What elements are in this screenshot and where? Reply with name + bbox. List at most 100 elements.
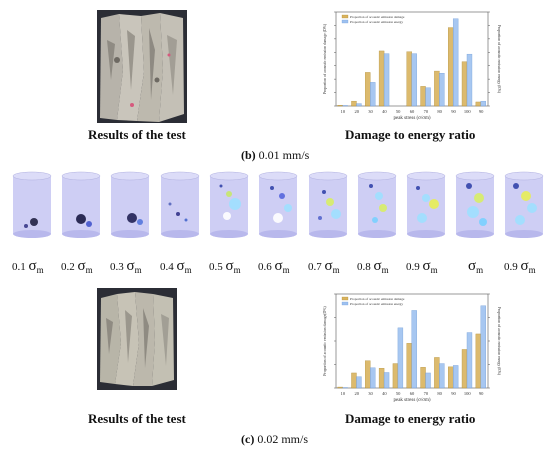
bar bbox=[383, 372, 390, 389]
stress-level-label: 0.8 σm bbox=[357, 258, 389, 275]
ae-event-dot bbox=[429, 199, 439, 209]
bar bbox=[365, 360, 371, 389]
x-tick-label: 90 bbox=[451, 109, 456, 114]
bar bbox=[370, 82, 376, 107]
ae-event-dot bbox=[127, 213, 137, 223]
bar bbox=[480, 100, 486, 107]
x-tick-label: 50 bbox=[396, 391, 401, 396]
ae-event-dot bbox=[86, 221, 92, 227]
bar bbox=[461, 349, 468, 389]
x-tick-label: 30 bbox=[368, 109, 373, 114]
ae-event-dot bbox=[270, 186, 274, 190]
bar bbox=[342, 105, 348, 107]
stress-level-label: 0.6 σm bbox=[258, 258, 290, 275]
x-tick-label: 90 bbox=[479, 391, 484, 396]
ae-cylinder bbox=[406, 171, 446, 238]
y-axis-label-right: Proportion of acoustic emission energy (… bbox=[497, 307, 501, 376]
test-result-photo-b bbox=[97, 10, 187, 123]
bar bbox=[448, 366, 454, 389]
ae-event-dot bbox=[24, 224, 28, 228]
bar bbox=[439, 363, 445, 389]
ae-cylinder bbox=[357, 171, 397, 238]
bar bbox=[411, 53, 417, 107]
ae-event-dot bbox=[30, 218, 38, 226]
chart-caption-b: Damage to energy ratio bbox=[345, 127, 476, 142]
ae-event-dot bbox=[372, 217, 378, 223]
x-tick-label: 80 bbox=[437, 391, 442, 396]
bar bbox=[466, 332, 473, 389]
chart-caption-c: Damage to energy ratio bbox=[345, 411, 476, 426]
bar bbox=[411, 310, 417, 389]
ae-event-dot bbox=[279, 193, 285, 199]
stress-level-label: σm bbox=[468, 258, 484, 275]
panel-label-c: (c) 0.02 mm/s bbox=[241, 432, 308, 446]
bar bbox=[466, 53, 473, 107]
ae-event-dot bbox=[466, 183, 472, 189]
x-tick-label: 40 bbox=[382, 109, 387, 114]
stress-level-label: 0.7 σm bbox=[308, 258, 340, 275]
bar bbox=[337, 386, 343, 389]
ae-event-dot bbox=[467, 206, 479, 218]
stress-level-label: 0.5 σm bbox=[209, 258, 241, 275]
damage-energy-chart-b: 10 20 30 40 50 60 70 80 90 100 90 Proportion of aco… bbox=[323, 11, 501, 121]
ae-event-dot bbox=[226, 191, 232, 197]
x-tick-label: 60 bbox=[410, 109, 415, 114]
ae-event-dot bbox=[422, 194, 430, 202]
x-tick-label: 80 bbox=[437, 109, 442, 114]
ae-cylinder bbox=[504, 171, 544, 238]
ae-event-dot bbox=[513, 183, 519, 189]
bar bbox=[356, 376, 362, 389]
bar bbox=[420, 367, 426, 389]
ae-event-dot bbox=[479, 218, 487, 226]
bar bbox=[351, 372, 357, 389]
bar bbox=[480, 305, 486, 389]
ae-event-dot bbox=[229, 198, 241, 210]
bar bbox=[452, 18, 459, 107]
bar bbox=[383, 53, 390, 107]
stress-level-label: 0.1 σm bbox=[12, 258, 44, 275]
stress-level-label: 0.9 σm bbox=[504, 258, 536, 275]
x-tick-label: 20 bbox=[354, 391, 359, 396]
ae-event-dot bbox=[474, 193, 484, 203]
ae-event-dot bbox=[326, 198, 334, 206]
ae-cylinder bbox=[110, 171, 150, 238]
bar bbox=[397, 327, 404, 389]
ae-cylinder bbox=[455, 171, 495, 238]
bar bbox=[351, 100, 357, 107]
x-axis-label: peak stress (σ/σm) bbox=[393, 116, 430, 121]
ae-cylinder bbox=[308, 171, 348, 238]
ae-event-dot bbox=[521, 191, 531, 201]
bar bbox=[406, 343, 412, 389]
photo-caption-b: Results of the test bbox=[88, 127, 186, 142]
bar bbox=[392, 363, 399, 389]
bar bbox=[425, 87, 431, 107]
legend-swatch bbox=[341, 14, 349, 19]
ae-event-dot bbox=[322, 190, 326, 194]
ae-event-dot bbox=[318, 216, 322, 220]
bar bbox=[406, 51, 412, 107]
ae-event-dot bbox=[331, 209, 341, 219]
legend-label: Proportion of acoustic emission damage bbox=[350, 15, 405, 19]
legend-label: Proportion of acoustic emission energy bbox=[350, 302, 403, 306]
y-axis-label-left: Proportion of acoustic emission damage(D… bbox=[323, 306, 327, 376]
legend-label: Proportion of acoustic emission energy bbox=[350, 20, 403, 24]
bar bbox=[420, 86, 426, 107]
ae-cylinder bbox=[61, 171, 101, 238]
bar bbox=[356, 103, 362, 107]
x-tick-label: 40 bbox=[382, 391, 387, 396]
x-tick-label: 90 bbox=[451, 391, 456, 396]
x-tick-label: 50 bbox=[396, 109, 401, 114]
x-axis-label: peak stress (σ/σm) bbox=[393, 398, 430, 403]
ae-event-dot bbox=[515, 215, 525, 225]
ae-cylinder bbox=[160, 171, 200, 238]
stress-level-label: 0.9 σm bbox=[406, 258, 438, 275]
ae-event-dot bbox=[137, 219, 143, 225]
legend-swatch bbox=[341, 301, 349, 306]
ae-event-dot bbox=[379, 204, 387, 212]
legend-swatch bbox=[341, 296, 349, 301]
test-result-photo-c bbox=[97, 288, 177, 390]
bar bbox=[370, 367, 376, 389]
legend-swatch bbox=[341, 19, 349, 24]
ae-event-dot bbox=[375, 192, 383, 200]
stress-level-label: 0.3 σm bbox=[110, 258, 142, 275]
